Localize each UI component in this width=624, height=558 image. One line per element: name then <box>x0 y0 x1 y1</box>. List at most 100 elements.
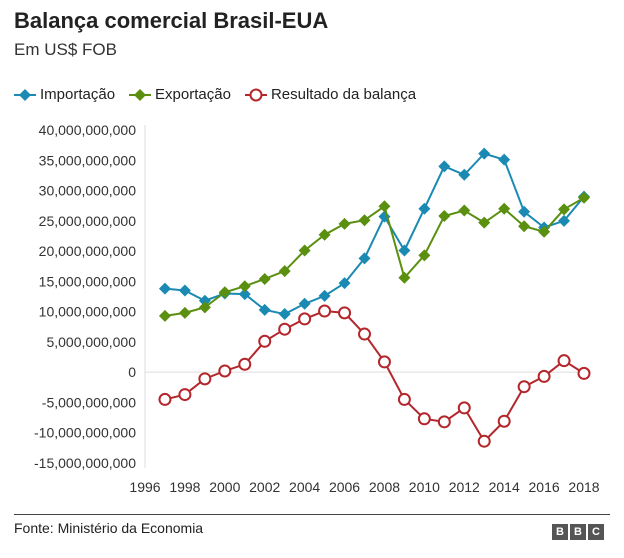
legend-item: Exportação <box>129 86 231 103</box>
y-tick-label: 0 <box>128 364 136 380</box>
data-point <box>498 202 511 215</box>
data-point <box>158 309 171 322</box>
x-tick-label: 1998 <box>169 479 200 495</box>
y-tick-label: -10,000,000,000 <box>34 425 136 441</box>
data-point <box>457 401 471 415</box>
y-tick-label: 40,000,000,000 <box>39 122 137 138</box>
x-tick-label: 2000 <box>209 479 240 495</box>
legend-label: Importação <box>40 86 116 103</box>
data-point <box>577 366 591 380</box>
y-tick-label: 25,000,000,000 <box>39 213 137 229</box>
legend-marker <box>134 88 147 101</box>
legend-marker <box>249 88 263 101</box>
data-point <box>218 364 232 378</box>
data-point <box>537 369 551 383</box>
source-note: Fonte: Ministério da Economia <box>14 520 204 536</box>
data-point <box>218 286 231 299</box>
x-tick-label: 2006 <box>329 479 360 495</box>
data-point <box>338 217 351 230</box>
data-point <box>298 244 311 257</box>
x-tick-label: 2004 <box>289 479 320 495</box>
data-point <box>178 284 191 297</box>
data-point <box>377 355 391 369</box>
data-point <box>478 147 491 160</box>
x-tick-label: 2008 <box>369 479 400 495</box>
data-point <box>578 191 590 204</box>
series-line <box>164 196 585 317</box>
data-point <box>338 277 351 290</box>
y-tick-label: -5,000,000,000 <box>42 394 136 410</box>
legend-marker <box>19 88 31 101</box>
data-point <box>438 209 451 222</box>
data-point <box>258 334 272 348</box>
x-tick-label: 2002 <box>249 479 280 495</box>
data-point <box>397 392 411 406</box>
data-point <box>517 380 531 394</box>
x-tick-label: 1996 <box>129 479 160 495</box>
chart-subtitle: Em US$ FOB <box>14 40 117 59</box>
x-tick-label: 2018 <box>568 479 599 495</box>
data-point <box>318 304 332 318</box>
y-tick-label: 35,000,000,000 <box>39 152 137 168</box>
series-line <box>164 152 585 316</box>
data-point <box>178 306 191 319</box>
data-point <box>298 297 311 310</box>
legend-marker-icon <box>244 88 267 101</box>
legend-item: Importação <box>14 86 115 103</box>
data-point <box>358 214 371 227</box>
data-point <box>438 160 451 173</box>
data-point <box>198 294 211 307</box>
data-point <box>338 306 352 320</box>
legend: Importação Exportação Resultado da balança <box>14 86 416 103</box>
data-point <box>378 200 391 213</box>
data-point <box>198 372 212 386</box>
x-tick-label: 2014 <box>489 479 520 495</box>
data-point <box>477 434 491 448</box>
data-point <box>538 225 551 238</box>
data-point <box>458 204 471 217</box>
data-point <box>238 288 251 301</box>
data-point <box>437 415 451 429</box>
x-tick-label: 2016 <box>529 479 560 495</box>
legend-label: Exportação <box>155 86 231 103</box>
data-point <box>278 308 291 321</box>
legend-item: Resultado da balança <box>244 86 417 103</box>
chart-title: Balança comercial Brasil-EUA <box>14 8 329 33</box>
series-1 <box>158 191 590 322</box>
data-point <box>278 322 292 336</box>
y-tick-label: -15,000,000,000 <box>34 455 136 471</box>
data-point <box>498 153 511 166</box>
legend-marker-icon <box>14 88 36 101</box>
data-point <box>398 244 411 257</box>
data-point <box>398 271 411 284</box>
x-tick-label: 2010 <box>409 479 440 495</box>
data-point <box>497 414 511 428</box>
data-point <box>318 228 331 241</box>
series-0 <box>158 147 590 321</box>
data-point <box>558 214 571 227</box>
data-point <box>198 301 211 314</box>
data-point <box>238 357 252 371</box>
data-point <box>418 202 431 215</box>
data-point <box>518 220 531 233</box>
data-point <box>158 392 172 406</box>
series-line <box>164 310 585 443</box>
data-point <box>418 249 431 262</box>
y-tick-label: 30,000,000,000 <box>39 183 137 199</box>
legend-label: Resultado da balança <box>270 86 417 103</box>
data-point <box>258 303 271 316</box>
data-point <box>557 354 571 368</box>
divider <box>14 514 610 515</box>
data-point <box>258 272 271 285</box>
data-point <box>458 168 471 181</box>
data-point <box>238 280 251 293</box>
data-point <box>178 388 192 402</box>
data-point <box>358 252 371 265</box>
series-2 <box>158 304 591 448</box>
data-point <box>518 205 531 218</box>
y-tick-label: 15,000,000,000 <box>39 273 137 289</box>
data-point <box>298 312 312 326</box>
